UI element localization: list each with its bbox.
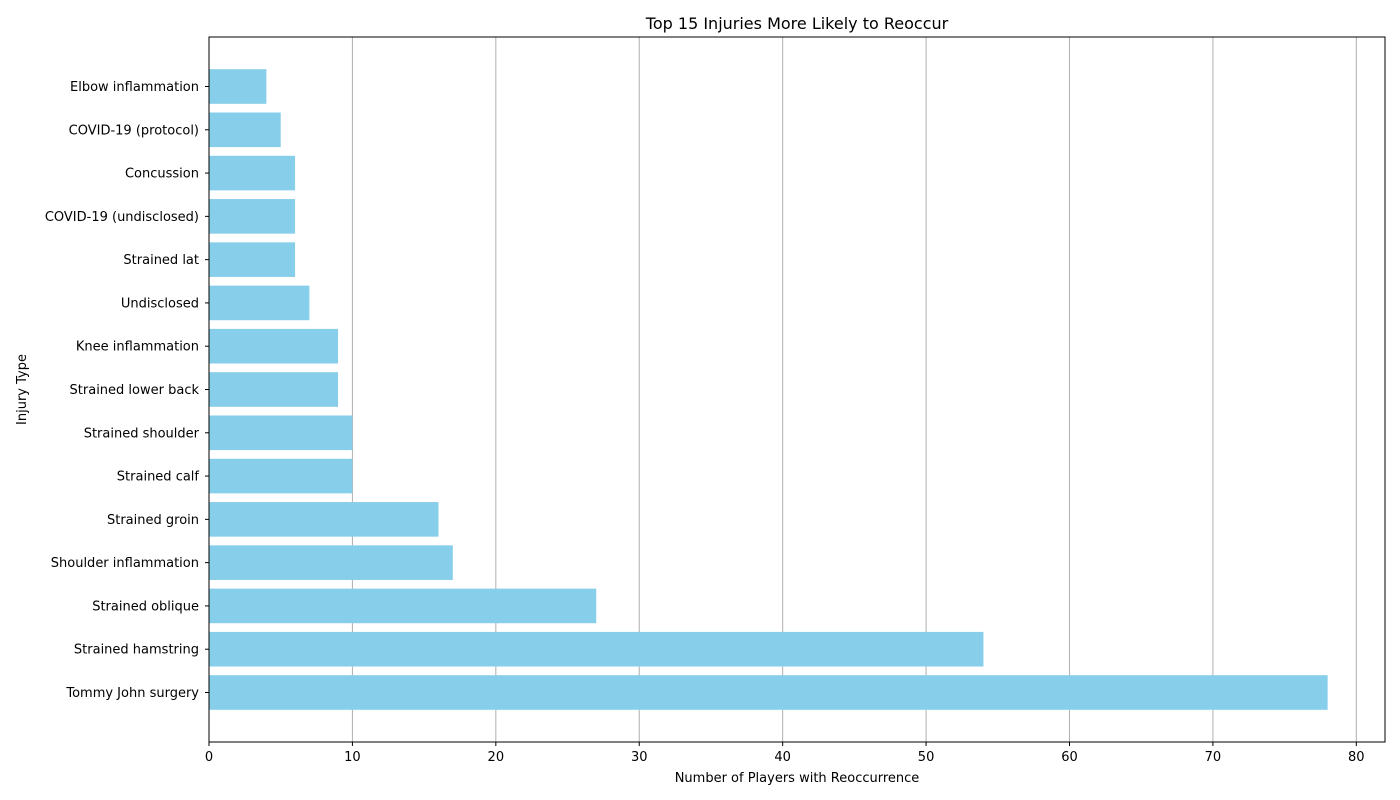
bar-strained-calf [209,458,353,494]
bar-strained-lower-back [209,372,339,407]
bar-strained-hamstring [209,631,984,667]
y-tick-label-elbow-inflammation: Elbow inflammation [70,80,199,95]
bar-shoulder-inflammation [209,545,453,580]
bar-strained-lat [209,242,296,277]
y-tick-label-strained-hamstring: Strained hamstring [74,643,199,658]
y-tick-label-shoulder-inflammation: Shoulder inflammation [51,556,199,571]
x-ticks: 0 10 20 30 40 50 60 70 80 [205,742,1365,765]
y-tick-label-undisclosed: Undisclosed [121,296,199,311]
bars [209,69,1328,710]
bar-strained-shoulder [209,415,353,451]
y-tick-label-strained-groin: Strained groin [107,513,199,528]
bar-covid-19-protocol [209,112,281,148]
x-tick-label-20: 20 [488,750,505,765]
y-tick-label-strained-lat: Strained lat [123,253,199,268]
x-tick-label-30: 30 [631,750,648,765]
y-tick-label-strained-calf: Strained calf [117,470,200,485]
y-tick-label-strained-lower-back: Strained lower back [70,383,200,398]
bar-elbow-inflammation [209,69,267,104]
y-ticks: Tommy John surgery Strained hamstring Stra… [45,80,209,701]
x-tick-label-10: 10 [344,750,361,765]
chart-title: Top 15 Injuries More Likely to Reoccur [645,14,949,33]
x-tick-label-50: 50 [918,750,935,765]
x-tick-label-80: 80 [1348,750,1365,765]
x-tick-label-70: 70 [1205,750,1222,765]
bar-concussion [209,155,296,191]
bar-tommy-john-surgery [209,675,1328,710]
bar-undisclosed [209,285,310,321]
x-tick-label-40: 40 [774,750,791,765]
bar-knee-inflammation [209,328,339,364]
y-tick-label-covid-19-undisclosed: COVID-19 (undisclosed) [45,210,199,225]
y-axis-title: Injury Type [15,354,30,425]
bar-strained-groin [209,502,439,537]
x-axis-title: Number of Players with Reoccurrence [675,771,920,786]
bar-covid-19-undisclosed [209,199,296,234]
y-tick-label-tommy-john-surgery: Tommy John surgery [65,686,199,701]
y-tick-label-strained-oblique: Strained oblique [92,599,199,614]
y-tick-label-covid-19-protocol: COVID-19 (protocol) [69,123,199,138]
y-tick-label-strained-shoulder: Strained shoulder [84,426,200,441]
x-tick-label-0: 0 [205,750,213,765]
x-tick-label-60: 60 [1061,750,1078,765]
y-tick-label-concussion: Concussion [125,167,199,182]
grid-lines [208,37,1357,742]
bar-strained-oblique [209,588,597,624]
y-tick-label-knee-inflammation: Knee inflammation [76,340,199,355]
